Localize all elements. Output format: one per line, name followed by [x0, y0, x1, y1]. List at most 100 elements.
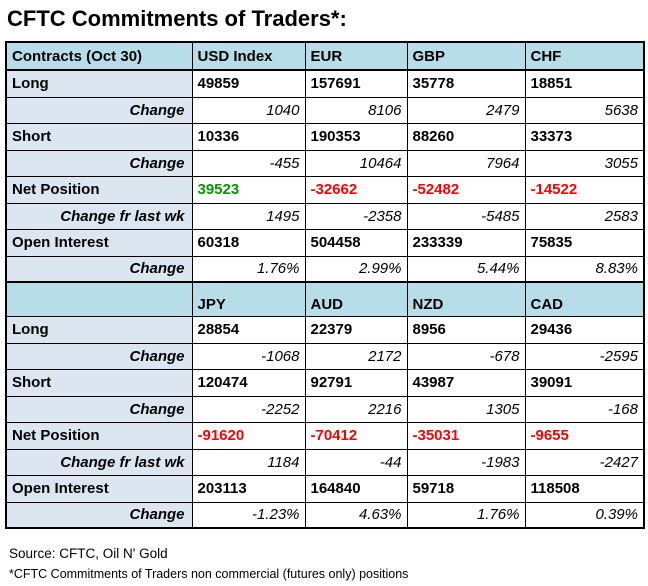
data-cell: 59718 [406, 474, 526, 503]
source-text: Source: CFTC, Oil N' Gold [9, 546, 168, 561]
data-cell: 33373 [524, 122, 645, 151]
data-cell: -1.23% [191, 501, 306, 529]
table-header-row: Contracts (Oct 30) USD Index EUR GBP CHF [5, 41, 645, 71]
column-header [5, 281, 193, 317]
data-cell: -2595 [524, 342, 645, 370]
data-cell: 8956 [406, 315, 526, 344]
data-cell: 75835 [524, 228, 645, 257]
table-row: Change -2252 2216 1305 -168 [5, 395, 645, 423]
table-header-row: JPY AUD NZD CAD [5, 281, 645, 317]
data-cell: -2252 [191, 395, 306, 423]
data-cell: -2358 [304, 202, 408, 230]
data-cell: 157691 [304, 69, 408, 98]
net-position-cell: -14522 [524, 175, 645, 204]
row-label: Change [5, 96, 193, 124]
data-cell: -5485 [406, 202, 526, 230]
table-row: Change -1.23% 4.63% 1.76% 0.39% [5, 501, 645, 529]
net-position-cell: 39523 [191, 175, 306, 204]
data-cell: 39091 [524, 368, 645, 397]
data-cell: 504458 [304, 228, 408, 257]
data-cell: 8.83% [524, 255, 645, 283]
data-cell: 10464 [304, 149, 408, 177]
data-cell: 190353 [304, 122, 408, 151]
data-cell: -44 [304, 448, 408, 476]
data-cell: 120474 [191, 368, 306, 397]
table-row: Long 28854 22379 8956 29436 [5, 315, 645, 344]
data-cell: -455 [191, 149, 306, 177]
data-cell: 2172 [304, 342, 408, 370]
row-label: Open Interest [5, 474, 193, 503]
data-cell: 22379 [304, 315, 408, 344]
table-row: Change 1.76% 2.99% 5.44% 8.83% [5, 255, 645, 283]
table-row: Change fr last wk 1184 -44 -1983 -2427 [5, 448, 645, 476]
data-cell: 5.44% [406, 255, 526, 283]
cot-table: Contracts (Oct 30) USD Index EUR GBP CHF… [5, 41, 645, 529]
column-header: GBP [406, 41, 526, 71]
data-cell: 1.76% [191, 255, 306, 283]
data-cell: 233339 [406, 228, 526, 257]
column-header: Contracts (Oct 30) [5, 41, 193, 71]
data-cell: 0.39% [524, 501, 645, 529]
data-cell: -1068 [191, 342, 306, 370]
row-label: Change [5, 501, 193, 529]
table-row: Short 10336 190353 88260 33373 [5, 122, 645, 151]
data-cell: 118508 [524, 474, 645, 503]
column-header: CAD [524, 281, 645, 317]
row-label: Short [5, 122, 193, 151]
net-position-cell: -9655 [524, 421, 645, 450]
data-cell: -678 [406, 342, 526, 370]
footer: Source: CFTC, Oil N' Gold *CFTC Commitme… [9, 546, 648, 581]
data-cell: 1495 [191, 202, 306, 230]
column-header: USD Index [191, 41, 306, 71]
row-label: Open Interest [5, 228, 193, 257]
data-cell: 29436 [524, 315, 645, 344]
data-cell: 164840 [304, 474, 408, 503]
table-row: Open Interest 203113 164840 59718 118508 [5, 474, 645, 503]
data-cell: 88260 [406, 122, 526, 151]
data-cell: 7964 [406, 149, 526, 177]
table-row: Short 120474 92791 43987 39091 [5, 368, 645, 397]
data-cell: 2216 [304, 395, 408, 423]
data-cell: 1184 [191, 448, 306, 476]
row-label: Long [5, 69, 193, 98]
table-row: Long 49859 157691 35778 18851 [5, 69, 645, 98]
data-cell: 8106 [304, 96, 408, 124]
data-cell: -168 [524, 395, 645, 423]
data-cell: 60318 [191, 228, 306, 257]
data-cell: 35778 [406, 69, 526, 98]
data-cell: 2583 [524, 202, 645, 230]
data-cell: 43987 [406, 368, 526, 397]
row-label: Change [5, 255, 193, 283]
row-label: Change [5, 149, 193, 177]
column-header: EUR [304, 41, 408, 71]
data-cell: 1305 [406, 395, 526, 423]
data-cell: 4.63% [304, 501, 408, 529]
data-cell: 2.99% [304, 255, 408, 283]
data-cell: 28854 [191, 315, 306, 344]
column-header: AUD [304, 281, 408, 317]
page-title: CFTC Commitments of Traders*: [7, 6, 347, 31]
net-position-cell: -32662 [304, 175, 408, 204]
column-header: CHF [524, 41, 645, 71]
data-cell: 2479 [406, 96, 526, 124]
row-label: Change fr last wk [5, 448, 193, 476]
data-cell: -1983 [406, 448, 526, 476]
net-position-cell: -52482 [406, 175, 526, 204]
data-cell: 92791 [304, 368, 408, 397]
column-header: JPY [191, 281, 306, 317]
row-label: Net Position [5, 421, 193, 450]
table-row: Change 1040 8106 2479 5638 [5, 96, 645, 124]
net-position-cell: -70412 [304, 421, 408, 450]
data-cell: 3055 [524, 149, 645, 177]
data-cell: 10336 [191, 122, 306, 151]
table-row: Change -1068 2172 -678 -2595 [5, 342, 645, 370]
net-position-cell: -35031 [406, 421, 526, 450]
table-row: Change -455 10464 7964 3055 [5, 149, 645, 177]
row-label: Short [5, 368, 193, 397]
data-cell: 1.76% [406, 501, 526, 529]
data-cell: 203113 [191, 474, 306, 503]
data-cell: 18851 [524, 69, 645, 98]
row-label: Change fr last wk [5, 202, 193, 230]
row-label: Change [5, 342, 193, 370]
